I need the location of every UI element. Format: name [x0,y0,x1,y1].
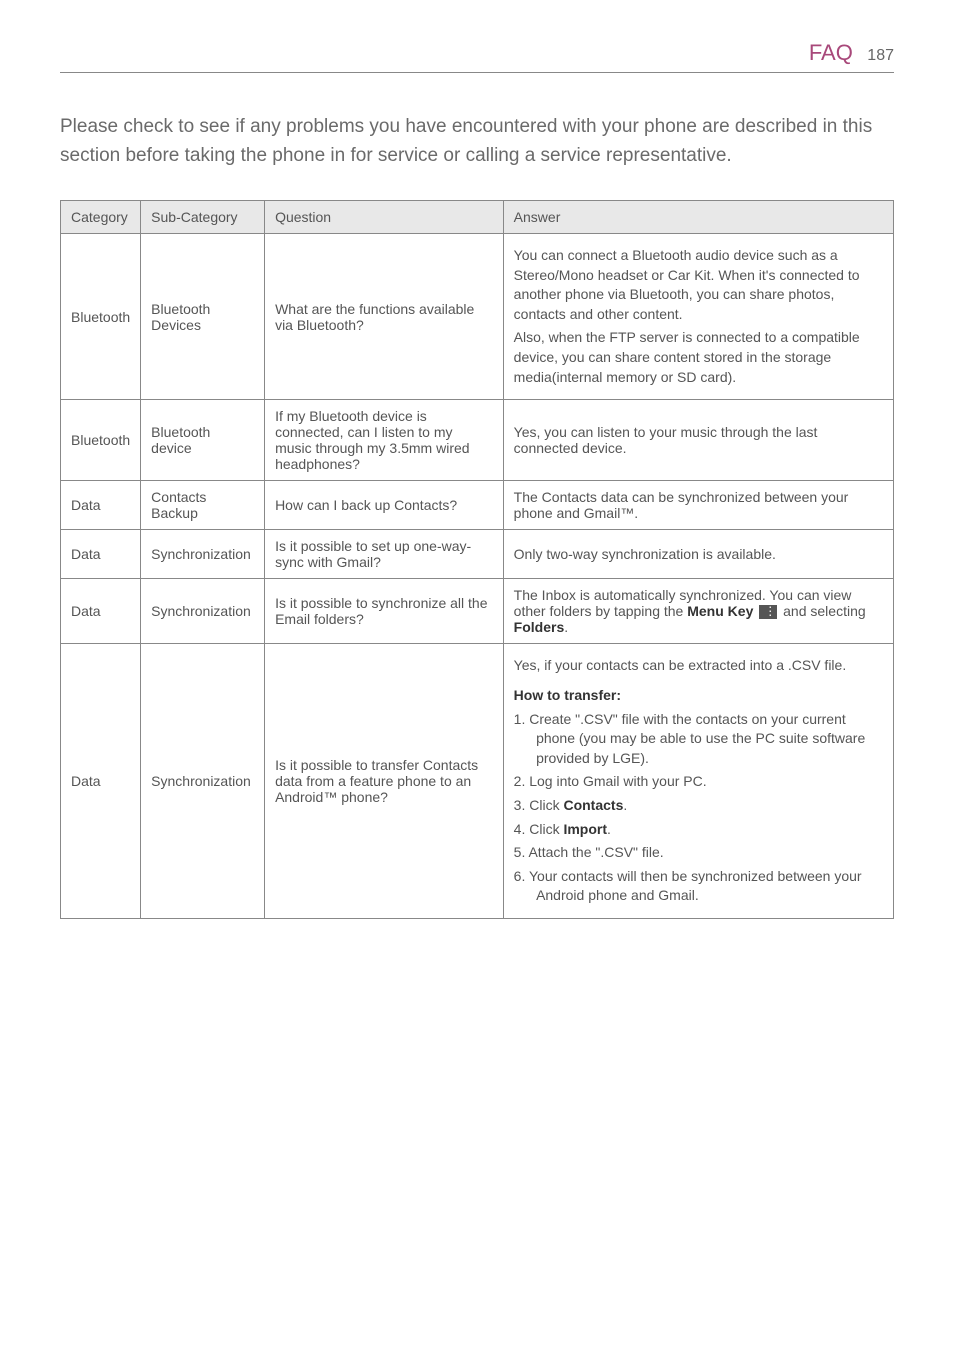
cell-category: Data [61,644,141,919]
answer-text-post: and selecting [779,603,865,619]
cell-question: What are the functions available via Blu… [265,234,504,400]
col-answer: Answer [503,201,893,234]
cell-answer: Only two-way synchronization is availabl… [503,530,893,579]
folders-label: Folders [514,619,565,635]
cell-subcategory: Synchronization [141,644,265,919]
cell-question: Is it possible to set up one-way-sync wi… [265,530,504,579]
step-3: 3. Click Contacts. [514,796,883,816]
cell-answer: You can connect a Bluetooth audio device… [503,234,893,400]
step-2: 2. Log into Gmail with your PC. [514,772,883,792]
cell-subcategory: Bluetooth Devices [141,234,265,400]
header-title: FAQ [809,40,853,65]
cell-category: Data [61,579,141,644]
step-3-post: . [623,797,627,813]
answer-p2: Also, when the FTP server is connected t… [514,328,883,387]
cell-answer: The Contacts data can be synchronized be… [503,481,893,530]
table-row: Data Synchronization Is it possible to s… [61,579,894,644]
answer-intro: Yes, if your contacts can be extracted i… [514,656,883,676]
step-6: 6. Your contacts will then be synchroniz… [514,867,883,906]
table-row: Bluetooth Bluetooth device If my Bluetoo… [61,400,894,481]
step-4-post: . [607,821,611,837]
cell-answer: The Inbox is automatically synchronized.… [503,579,893,644]
cell-category: Bluetooth [61,400,141,481]
intro-text: Please check to see if any problems you … [60,113,894,170]
table-header-row: Category Sub-Category Question Answer [61,201,894,234]
cell-answer: Yes, you can listen to your music throug… [503,400,893,481]
answer-end: . [564,619,568,635]
cell-question: Is it possible to transfer Contacts data… [265,644,504,919]
col-subcategory: Sub-Category [141,201,265,234]
howto-label: How to transfer: [514,686,883,706]
table-row: Data Synchronization Is it possible to s… [61,530,894,579]
col-category: Category [61,201,141,234]
cell-subcategory: Contacts Backup [141,481,265,530]
cell-question: How can I back up Contacts? [265,481,504,530]
table-row: Data Contacts Backup How can I back up C… [61,481,894,530]
col-question: Question [265,201,504,234]
cell-answer: Yes, if your contacts can be extracted i… [503,644,893,919]
cell-question: If my Bluetooth device is connected, can… [265,400,504,481]
cell-question: Is it possible to synchronize all the Em… [265,579,504,644]
table-row: Data Synchronization Is it possible to t… [61,644,894,919]
step-5: 5. Attach the ".CSV" file. [514,843,883,863]
cell-subcategory: Bluetooth device [141,400,265,481]
answer-p1: You can connect a Bluetooth audio device… [514,246,883,324]
cell-category: Data [61,530,141,579]
menu-key-label: Menu Key [687,603,753,619]
table-row: Bluetooth Bluetooth Devices What are the… [61,234,894,400]
step-3-bold: Contacts [563,797,623,813]
step-1: 1. Create ".CSV" file with the contacts … [514,710,883,769]
step-4: 4. Click Import. [514,820,883,840]
cell-subcategory: Synchronization [141,579,265,644]
menu-key-icon [759,605,777,619]
step-4-bold: Import [563,821,607,837]
header-page-number: 187 [867,47,894,64]
cell-category: Data [61,481,141,530]
step-3-pre: 3. Click [514,797,564,813]
cell-category: Bluetooth [61,234,141,400]
step-4-pre: 4. Click [514,821,564,837]
cell-subcategory: Synchronization [141,530,265,579]
faq-table: Category Sub-Category Question Answer Bl… [60,200,894,919]
page-header: FAQ 187 [60,40,894,73]
